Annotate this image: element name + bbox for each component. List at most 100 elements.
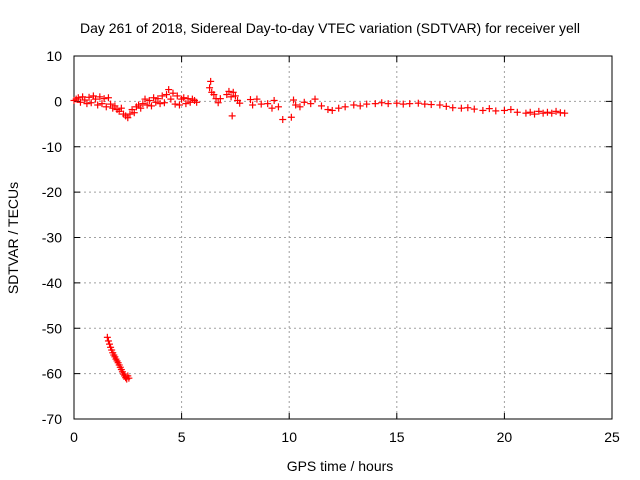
data-point [156, 100, 164, 108]
data-point [414, 99, 422, 107]
data-point [264, 100, 272, 108]
data-point [246, 96, 254, 104]
data-point [384, 100, 392, 108]
data-point [257, 100, 265, 108]
data-point [171, 100, 179, 108]
data-point [350, 101, 358, 109]
data-point [231, 92, 239, 100]
data-point [311, 95, 319, 103]
data-point [317, 102, 325, 110]
data-point [206, 84, 214, 92]
data-point [126, 110, 134, 118]
data-point [214, 99, 222, 107]
y-tick-label: -40 [42, 275, 62, 291]
data-point [296, 103, 304, 111]
data-point [513, 108, 521, 116]
data-point [539, 109, 547, 117]
data-point [406, 100, 414, 108]
data-point [137, 104, 145, 112]
x-tick-label: 15 [389, 429, 405, 445]
data-point [492, 107, 500, 115]
data-point [485, 105, 493, 113]
data-point [225, 87, 233, 95]
data-point [335, 104, 343, 112]
data-point [173, 92, 181, 100]
data-point [500, 106, 508, 114]
data-point [427, 101, 435, 109]
data-point [104, 94, 112, 102]
data-point [393, 99, 401, 107]
x-tick-label: 20 [497, 429, 513, 445]
y-tick-label: 10 [46, 48, 62, 64]
data-point [522, 109, 530, 117]
data-point [104, 337, 112, 345]
data-point [507, 106, 515, 114]
data-point [107, 100, 115, 108]
data-point [180, 94, 188, 102]
data-point [163, 91, 171, 99]
data-point [81, 96, 89, 104]
data-point [106, 340, 114, 348]
x-tick-label: 25 [604, 429, 620, 445]
data-point [268, 104, 276, 112]
y-axis-label: SDTVAR / TECUs [5, 182, 21, 294]
y-tick-label: -50 [42, 320, 62, 336]
data-point [210, 91, 218, 99]
x-tick-label: 0 [70, 429, 78, 445]
data-point [371, 100, 379, 108]
data-point [143, 101, 151, 109]
data-point [363, 100, 371, 108]
y-tick-label: 0 [54, 93, 62, 109]
data-point [160, 99, 168, 107]
y-tick-label: -30 [42, 230, 62, 246]
y-tick-label: -60 [42, 366, 62, 382]
data-point [287, 113, 295, 121]
data-point [98, 100, 106, 108]
data-point [125, 374, 133, 382]
data-point [102, 103, 110, 111]
data-point [165, 86, 173, 94]
data-point [216, 95, 224, 103]
data-point [100, 95, 108, 103]
data-point [130, 109, 138, 117]
x-tick-label: 5 [178, 429, 186, 445]
data-point [421, 100, 429, 108]
data-point [324, 106, 332, 114]
chart-title: Day 261 of 2018, Sidereal Day-to-day VTE… [80, 20, 580, 36]
data-point [193, 98, 201, 106]
data-point [103, 333, 111, 341]
data-point [147, 102, 155, 110]
data-point [167, 95, 175, 103]
data-point [228, 112, 236, 120]
data-point [253, 95, 261, 103]
data-point [449, 104, 457, 112]
y-tick-label: -70 [42, 411, 62, 427]
data-point [175, 101, 183, 109]
data-point [442, 102, 450, 110]
x-tick-label: 10 [281, 429, 297, 445]
data-point [117, 104, 125, 112]
data-point [561, 109, 569, 117]
data-point [87, 99, 95, 107]
data-point [307, 100, 315, 108]
y-tick-label: -20 [42, 184, 62, 200]
data-point [270, 96, 278, 104]
data-point [457, 104, 465, 112]
data-point [85, 93, 93, 101]
grid-lines [74, 56, 612, 419]
data-point [74, 94, 82, 102]
data-point [300, 98, 308, 106]
x-axis-label: GPS time / hours [287, 458, 394, 474]
data-point [249, 101, 257, 109]
data-point [328, 106, 336, 114]
axis-ticks: 0 5 10 15 20 25 10 0 -10 -20 -30 -40 -50 -60 -70 [42, 48, 620, 445]
data-series [70, 77, 569, 383]
data-point [141, 95, 149, 103]
data-point [152, 98, 160, 106]
data-point [236, 99, 244, 107]
data-point [92, 95, 100, 103]
data-point [111, 102, 119, 110]
data-point [526, 108, 534, 116]
data-point [83, 100, 91, 108]
